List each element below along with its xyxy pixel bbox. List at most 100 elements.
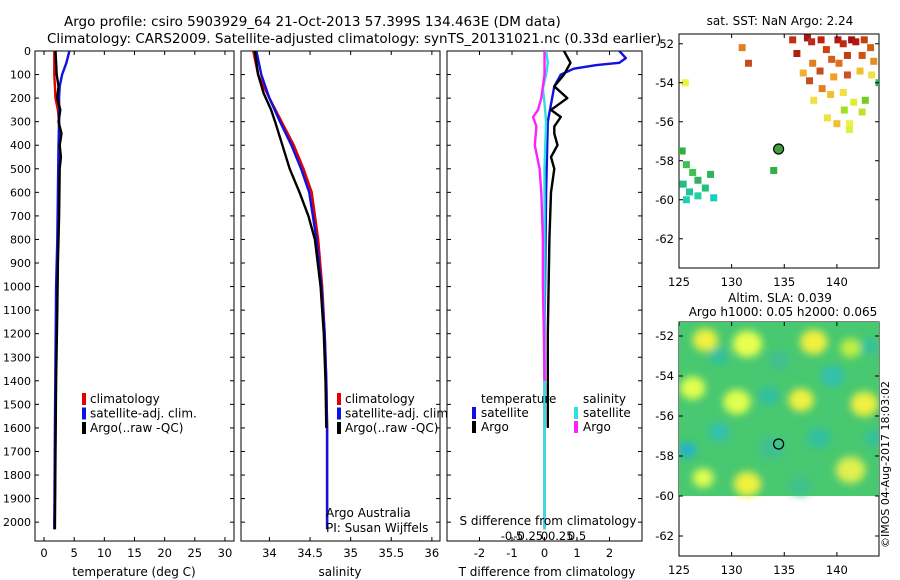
- sst-patch: [843, 51, 851, 59]
- x-tick-label: -2: [474, 546, 485, 560]
- sst-patch: [834, 36, 842, 44]
- lon-tick-label: 125: [668, 275, 690, 289]
- depth-tick-label: 1400: [3, 375, 31, 388]
- depth-tick-label: 1500: [3, 398, 31, 411]
- sst-patch: [840, 106, 848, 114]
- sst-patch: [806, 77, 814, 85]
- sla-blobs: [679, 328, 879, 497]
- credit-pi: PI: Susan Wijffels: [326, 521, 428, 535]
- lon-tick-label: 130: [721, 563, 743, 577]
- sst-patch: [744, 59, 752, 67]
- sst-patch: [839, 89, 847, 96]
- legend-label: satellite: [583, 406, 631, 420]
- s-diff-tick-label: 0: [541, 529, 548, 543]
- sla-blob: [757, 386, 779, 406]
- sla-blob: [768, 350, 790, 370]
- sst-patch: [694, 192, 702, 200]
- argo-location-marker: [773, 143, 785, 155]
- sla-blob: [821, 365, 845, 387]
- sst-patch: [799, 69, 807, 77]
- salinity-depth-ticks: [241, 50, 440, 523]
- legend-swatch: [82, 407, 86, 420]
- depth-tick-label: 1800: [3, 469, 31, 482]
- sla-blob: [680, 376, 706, 400]
- temperature-x-label: temperature (deg C): [72, 565, 195, 579]
- sla-blob: [860, 338, 877, 354]
- depth-tick-label: 1600: [3, 422, 31, 435]
- sla-blob: [723, 389, 751, 415]
- s-diff-tick-label: -0.5: [501, 529, 523, 543]
- sla-blob: [692, 328, 718, 352]
- sst-patch: [835, 59, 843, 67]
- s-difference-x-axis: -0.5-0.250 0.250.5: [501, 529, 586, 543]
- sst-patch: [867, 44, 875, 52]
- sst-patch: [830, 73, 838, 81]
- lat-tick-label: -54: [655, 76, 674, 90]
- sla-blob: [733, 471, 762, 497]
- sla-blob: [789, 476, 811, 496]
- sst-patch: [839, 40, 847, 48]
- depth-tick-label: 0: [24, 45, 31, 58]
- sla-blob: [835, 456, 866, 484]
- sst-patch: [852, 38, 860, 46]
- depth-tick-label: 1100: [3, 304, 31, 317]
- lat-tick-label: -56: [655, 409, 674, 423]
- legend-swatch: [574, 421, 578, 433]
- series-line-argo-raw-qc: [53, 51, 63, 530]
- lat-tick-label: -52: [655, 37, 674, 51]
- sla-blob: [709, 347, 729, 365]
- depth-tick-label: 500: [10, 163, 31, 176]
- sla-map-subtitle: Argo h1000: 0.05 h2000: 0.065: [689, 305, 878, 319]
- depth-axis: 0 100 200 300 400 500 600 700 800 900 1000 1100 1200…: [3, 45, 234, 529]
- sst-patch: [707, 170, 715, 178]
- lon-tick-label: 140: [826, 275, 848, 289]
- depth-tick-label: 1900: [3, 493, 31, 506]
- figure-title-line2: Climatology: CARS2009. Satellite-adjuste…: [47, 31, 661, 47]
- lat-tick-label: -54: [655, 369, 674, 383]
- sst-patch: [710, 194, 718, 202]
- legend-swatch: [337, 407, 341, 420]
- sst-map-title: sat. SST: NaN Argo: 2.24: [707, 14, 854, 28]
- sst-patch: [823, 114, 831, 122]
- lat-tick-label: -52: [655, 329, 674, 343]
- depth-tick-label: 600: [10, 186, 31, 199]
- sla-map-title: Altim. SLA: 0.039: [728, 291, 832, 305]
- x-tick-label: 25: [187, 546, 202, 560]
- sst-patch: [682, 161, 690, 169]
- sst-patch: [679, 180, 687, 188]
- sst-patch: [833, 120, 841, 128]
- sla-blob: [759, 436, 785, 460]
- sst-patch: [789, 36, 797, 44]
- copyright-stamp: ©IMOS 04-Aug-2017 18:03:02: [879, 381, 892, 548]
- x-tick-label: 0: [40, 546, 47, 560]
- sst-patch: [793, 50, 801, 57]
- lon-tick-label: 125: [668, 563, 690, 577]
- sst-patch: [808, 38, 816, 46]
- depth-tick-label: 900: [10, 257, 31, 270]
- sla-map-panel: Altim. SLA: 0.039 Argo h1000: 0.05 h2000…: [655, 291, 880, 577]
- s-diff-tick-label: 0.5: [568, 529, 586, 543]
- legend-label: Argo: [481, 420, 509, 434]
- temperature-x-axis: 0 5 10 15 20 25 30: [40, 51, 232, 560]
- sst-patch: [846, 126, 854, 134]
- sst-patch: [809, 59, 817, 67]
- legend-label: Argo(..raw -QC): [345, 421, 438, 435]
- sst-patch: [827, 90, 835, 98]
- legend-swatch: [337, 393, 341, 405]
- lat-tick-label: -60: [655, 193, 674, 207]
- sst-patch: [701, 184, 709, 192]
- legend-label: satellite-adj. clim.: [90, 407, 197, 421]
- s-diff-tick-label: 0.25: [548, 529, 574, 543]
- diff-line-salinity-argo: [531, 51, 546, 381]
- sla-blob: [800, 329, 828, 355]
- legend-label: satellite: [481, 406, 529, 420]
- x-tick-label: 15: [127, 546, 142, 560]
- sla-blob: [732, 330, 763, 358]
- sst-patch: [679, 147, 686, 155]
- sst-patch: [860, 36, 868, 44]
- sst-patch: [681, 79, 689, 87]
- salinity-x-label: salinity: [318, 565, 361, 579]
- sst-patch: [803, 34, 811, 42]
